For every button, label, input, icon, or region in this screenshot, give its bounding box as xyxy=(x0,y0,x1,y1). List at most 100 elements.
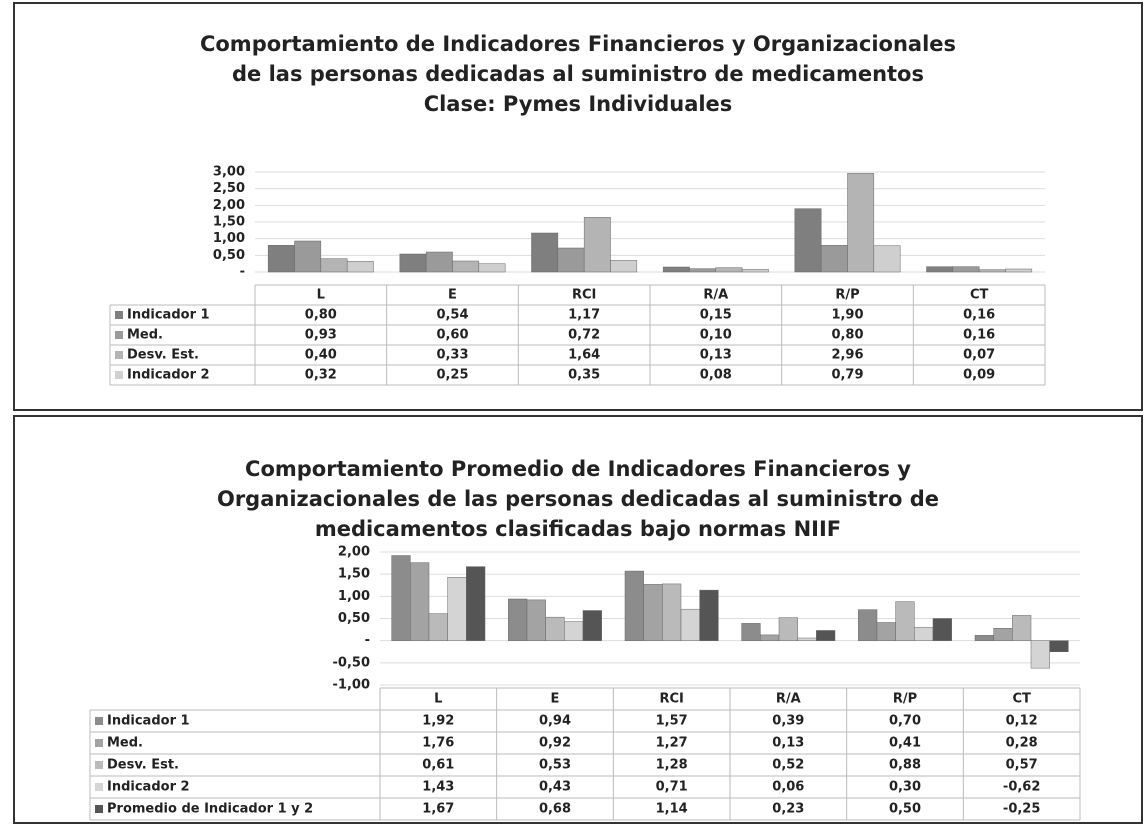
value-label: 0,39 xyxy=(772,714,804,729)
category-label: CT xyxy=(970,288,989,303)
chart-frame xyxy=(13,415,1143,824)
bar xyxy=(993,628,1013,641)
value-label: 1,17 xyxy=(568,308,600,323)
bar xyxy=(932,618,952,641)
bar xyxy=(662,266,690,273)
bar xyxy=(760,634,780,641)
bar xyxy=(391,555,411,641)
legend-swatch xyxy=(95,783,103,791)
legend-label: Med. xyxy=(107,736,143,751)
bar xyxy=(715,267,743,273)
category-label: CT xyxy=(1012,692,1031,707)
chart-title: Organizacionales de las personas dedicad… xyxy=(217,487,939,511)
legend-swatch xyxy=(115,351,123,359)
bar xyxy=(410,562,430,641)
bar xyxy=(267,245,295,273)
y-tick-label: 1,50 xyxy=(338,567,370,582)
value-label: 0,30 xyxy=(889,780,921,795)
value-label: 1,14 xyxy=(656,802,688,817)
value-label: 1,28 xyxy=(656,758,688,773)
legend-swatch xyxy=(115,331,123,339)
category-label: R/A xyxy=(776,692,801,707)
legend-swatch xyxy=(95,739,103,747)
bar xyxy=(557,247,585,273)
legend-swatch xyxy=(115,311,123,319)
value-label: 0,80 xyxy=(305,308,337,323)
legend-label: Indicador 2 xyxy=(127,368,210,383)
value-label: 1,76 xyxy=(422,736,454,751)
value-label: 0,60 xyxy=(436,328,468,343)
chart-title: medicamentos clasificadas bajo normas NI… xyxy=(315,517,841,541)
chart-frame xyxy=(13,2,1143,411)
legend-label: Med. xyxy=(127,328,163,343)
value-label: 0,94 xyxy=(539,714,571,729)
bar xyxy=(876,622,896,641)
value-label: 0,71 xyxy=(656,780,688,795)
y-tick-label: -0,50 xyxy=(333,655,370,670)
value-label: 0,28 xyxy=(1006,736,1038,751)
legend-label: Indicador 1 xyxy=(107,714,190,729)
bar xyxy=(425,251,453,273)
bar xyxy=(508,598,528,641)
value-label: 1,57 xyxy=(656,714,688,729)
y-tick-label: 1,00 xyxy=(338,589,370,604)
value-label: 0,08 xyxy=(700,368,732,383)
category-label: R/P xyxy=(835,288,859,303)
bar xyxy=(797,637,817,641)
bar xyxy=(320,258,348,273)
bar xyxy=(816,630,836,641)
value-label: 0,50 xyxy=(889,802,921,817)
value-label: 0,13 xyxy=(772,736,804,751)
value-label: 1,27 xyxy=(656,736,688,751)
value-label: 0,61 xyxy=(422,758,454,773)
legend-swatch xyxy=(95,805,103,813)
bar xyxy=(914,627,934,641)
category-label: E xyxy=(448,288,457,303)
y-tick-label: 2,00 xyxy=(338,545,370,560)
value-label: 0,57 xyxy=(1006,758,1038,773)
bar xyxy=(583,217,611,273)
bar xyxy=(778,617,798,641)
category-label: R/P xyxy=(893,692,917,707)
bar xyxy=(926,266,954,273)
bar xyxy=(952,266,980,273)
value-label: 0,16 xyxy=(963,308,995,323)
value-label: 0,12 xyxy=(1006,714,1038,729)
bar xyxy=(478,263,506,273)
bar xyxy=(610,260,638,273)
bar xyxy=(873,245,901,273)
value-label: 0,43 xyxy=(539,780,571,795)
value-label: 0,35 xyxy=(568,368,600,383)
value-label: 0,16 xyxy=(963,328,995,343)
value-label: 0,54 xyxy=(436,308,468,323)
bar xyxy=(741,269,769,273)
category-label: R/A xyxy=(703,288,728,303)
bar xyxy=(1049,640,1069,653)
bar xyxy=(399,253,427,273)
bar xyxy=(847,173,875,273)
value-label: 0,52 xyxy=(772,758,804,773)
bar xyxy=(895,601,915,641)
bar xyxy=(564,621,584,641)
y-tick-label: 1,00 xyxy=(213,231,245,246)
value-label: 0,13 xyxy=(700,348,732,363)
value-label: 0,23 xyxy=(772,802,804,817)
bar xyxy=(452,260,480,273)
bar xyxy=(624,570,644,641)
y-tick-label: 3,00 xyxy=(213,165,245,180)
bar xyxy=(794,208,822,273)
value-label: 0,10 xyxy=(700,328,732,343)
bar xyxy=(689,268,717,273)
legend-swatch xyxy=(115,371,123,379)
value-label: 0,88 xyxy=(889,758,921,773)
y-tick-label: - xyxy=(365,633,370,648)
value-label: 0,06 xyxy=(772,780,804,795)
chart-title: Comportamiento Promedio de Indicadores F… xyxy=(245,457,911,481)
bar xyxy=(662,583,682,641)
bar xyxy=(820,245,848,273)
value-label: 0,93 xyxy=(305,328,337,343)
bar xyxy=(582,610,602,641)
y-tick-label: 0,50 xyxy=(338,611,370,626)
bar xyxy=(428,613,448,641)
